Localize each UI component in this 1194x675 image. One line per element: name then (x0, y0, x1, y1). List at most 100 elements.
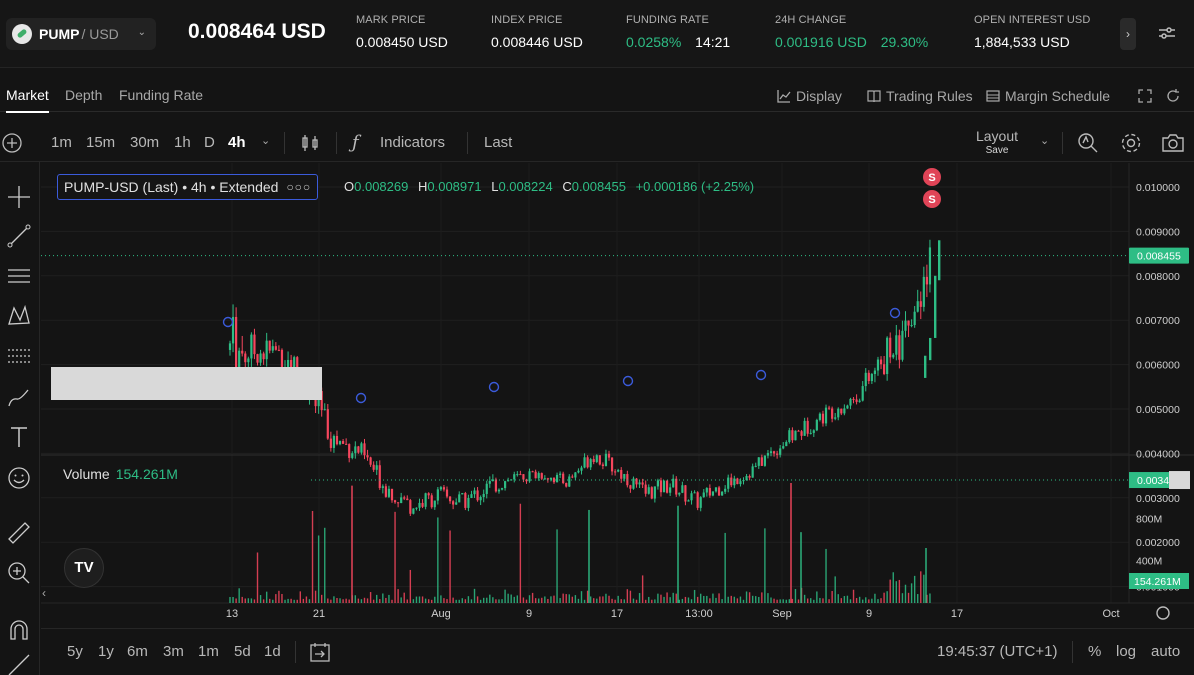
layout-title: Layout (975, 128, 1019, 144)
price-tick-label: 0.008000 (1136, 271, 1180, 283)
clock[interactable]: 19:45:37 (UTC+1) (937, 643, 1058, 660)
event-marker (355, 392, 367, 404)
interval-1h[interactable]: 1h (174, 134, 191, 151)
range-5y[interactable]: 5y (67, 643, 83, 660)
interval-30m[interactable]: 30m (130, 134, 160, 151)
pattern-icon[interactable] (6, 303, 32, 329)
range-5d[interactable]: 5d (234, 643, 251, 660)
candle-body (769, 451, 773, 454)
candles-icon[interactable] (299, 132, 321, 154)
price-chart[interactable]: 0.010000 0.009000 0.008000 0.007000 0.006000… (41, 163, 1194, 628)
layout-button[interactable]: Layout Save (972, 128, 1022, 156)
secondary-badge-redaction (1169, 471, 1190, 490)
collapse-toolbar-icon[interactable]: ‹ (42, 586, 46, 600)
candle-body (702, 492, 705, 498)
candle-body (516, 474, 519, 476)
candle-body (400, 497, 403, 504)
candle-body (895, 335, 898, 355)
margin-schedule-button[interactable]: Margin Schedule (986, 88, 1110, 104)
candle-body (665, 480, 669, 493)
fullscreen-icon[interactable] (1138, 89, 1152, 103)
candle-body (919, 301, 922, 307)
trend-line-icon[interactable] (6, 223, 32, 249)
camera-icon[interactable] (1160, 131, 1186, 155)
separator (1062, 132, 1063, 154)
separator (295, 641, 296, 663)
candle-body (821, 413, 825, 424)
range-1y[interactable]: 1y (98, 643, 114, 660)
tab-depth[interactable]: Depth (65, 87, 103, 103)
candle-body (540, 473, 543, 479)
range-1d[interactable]: 1d (264, 643, 281, 660)
text-icon[interactable] (6, 424, 32, 450)
range-6m[interactable]: 6m (127, 643, 148, 660)
symbol-legend[interactable]: PUMP-USD (Last) • 4h • Extended ○○○ (57, 174, 319, 200)
time-tick-label: Oct (1102, 608, 1119, 620)
candle-body (791, 430, 794, 441)
layout-chevron-icon[interactable]: ⌄ (1040, 135, 1050, 147)
interval-chevron-icon[interactable]: ⌄ (261, 135, 271, 147)
range-3m[interactable]: 3m (163, 643, 184, 660)
fib-icon[interactable] (6, 344, 32, 370)
display-button[interactable]: Display (777, 88, 842, 104)
interval-d[interactable]: D (204, 134, 215, 151)
gear-icon[interactable] (1119, 131, 1143, 155)
candle-body (662, 480, 666, 493)
zoom-in-icon[interactable] (6, 560, 32, 586)
tab-funding-rate[interactable]: Funding Rate (119, 87, 204, 103)
magnet-icon[interactable] (6, 617, 32, 643)
measure-icon[interactable] (6, 652, 32, 675)
quick-search-icon[interactable] (1076, 131, 1100, 155)
goto-date-icon[interactable] (309, 641, 331, 663)
candle-body (500, 488, 504, 490)
candle-body (788, 430, 791, 443)
candle-body (876, 359, 880, 371)
legend-title: PUMP-USD (Last) • 4h • Extended (64, 179, 279, 195)
legend-more-icon[interactable]: ○○○ (286, 180, 312, 194)
candle-body (461, 493, 464, 495)
candle-body (372, 464, 375, 470)
candle-body (433, 500, 436, 508)
horizontal-lines-icon[interactable] (6, 263, 32, 289)
candle-body (840, 408, 843, 414)
indicators-button[interactable]: Indicators (380, 134, 446, 151)
candle-body (760, 457, 763, 466)
crosshair-icon[interactable] (6, 184, 32, 210)
log-toggle[interactable]: log (1116, 643, 1137, 660)
interval-4h[interactable]: 4h (228, 134, 246, 151)
ohlc-c-label: C (562, 179, 572, 194)
interval-1m[interactable]: 1m (51, 134, 72, 151)
last-price-badge-bg (1129, 247, 1189, 264)
refresh-icon[interactable] (1166, 89, 1180, 103)
candle-body (736, 478, 739, 485)
scroll-right-button[interactable]: › (1120, 18, 1136, 50)
trading-rules-button[interactable]: Trading Rules (867, 88, 973, 104)
range-1m[interactable]: 1m (198, 643, 219, 660)
candle-body (241, 350, 244, 354)
candle-body (479, 497, 482, 501)
add-symbol-icon[interactable] (1, 132, 23, 154)
tab-market[interactable]: Market (6, 87, 49, 113)
tradingview-logo[interactable]: TV (64, 548, 104, 588)
bottom-bar: 5y 1y 6m 3m 1m 5d 1d 19:45:37 (UTC+1) % … (41, 628, 1194, 675)
ruler-icon[interactable] (6, 520, 32, 546)
brush-icon[interactable] (6, 384, 32, 410)
candle-body (672, 478, 675, 488)
candle-body (293, 357, 296, 375)
price-tick-label: 0.003000 (1136, 493, 1180, 505)
interval-15m[interactable]: 15m (86, 134, 116, 151)
candle-body (583, 457, 586, 468)
candle-body (641, 482, 644, 485)
price-type-button[interactable]: Last (484, 134, 513, 151)
pair-selector[interactable]: PUMP / USD ⌄ (6, 18, 156, 50)
mark-price-value: 0.008450 USD (356, 34, 448, 50)
candle-body (843, 408, 846, 414)
auto-toggle[interactable]: auto (1151, 643, 1181, 660)
candle-body (519, 474, 522, 476)
percent-toggle[interactable]: % (1088, 643, 1102, 660)
sliders-icon[interactable] (1156, 22, 1178, 44)
candle-body (690, 493, 693, 501)
ticker-header: PUMP / USD ⌄ 0.008464 USD MARK PRICE 0.0… (0, 0, 1194, 68)
emoji-icon[interactable] (6, 465, 32, 491)
candle-body (580, 467, 583, 471)
